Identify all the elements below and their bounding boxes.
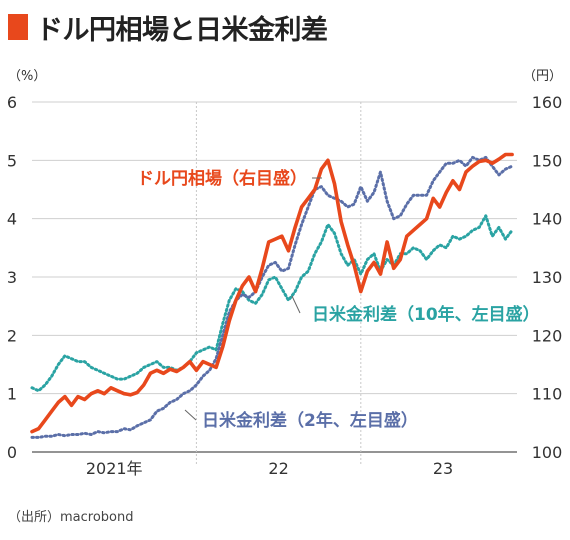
right-tick-label: 100 [532, 443, 563, 462]
series-line-spread2 [30, 155, 514, 439]
left-tick-label: 6 [7, 93, 17, 112]
series-line-spread10 [30, 214, 514, 393]
series-line-usdjpy [30, 152, 514, 434]
right-tick-label: 110 [532, 385, 563, 404]
chart-title-text: ドル円相場と日米金利差 [36, 14, 328, 46]
source-note: （出所）macrobond [8, 510, 134, 525]
left-tick-label: 1 [7, 385, 17, 404]
left-axis-unit: （%） [8, 69, 46, 84]
right-tick-label: 120 [532, 326, 563, 345]
x-tick-label: 2021年 [86, 459, 143, 478]
left-tick-label: 0 [7, 443, 17, 462]
chart-title: ドル円相場と日米金利差 [8, 10, 328, 46]
right-axis-unit: （円） [523, 69, 562, 84]
x-tick-label: 23 [433, 459, 453, 478]
label-leader-spread2 [184, 409, 197, 421]
series-label-spread10: 日米金利差（10年、左目盛） [312, 304, 540, 325]
series-label-spread2: 日米金利差（2年、左目盛） [202, 410, 418, 431]
series-label-usdjpy: ドル円相場（右目盛） [137, 168, 307, 189]
right-tick-label: 140 [532, 210, 563, 229]
title-marker [8, 14, 28, 40]
left-tick-label: 3 [7, 268, 17, 287]
left-tick-label: 5 [7, 151, 17, 170]
x-tick-label: 22 [268, 459, 288, 478]
label-leader-spread10 [291, 295, 301, 314]
left-tick-label: 2 [7, 326, 17, 345]
right-tick-label: 150 [532, 151, 563, 170]
left-tick-label: 4 [7, 210, 17, 229]
right-tick-label: 130 [532, 268, 563, 287]
right-tick-label: 160 [532, 93, 563, 112]
